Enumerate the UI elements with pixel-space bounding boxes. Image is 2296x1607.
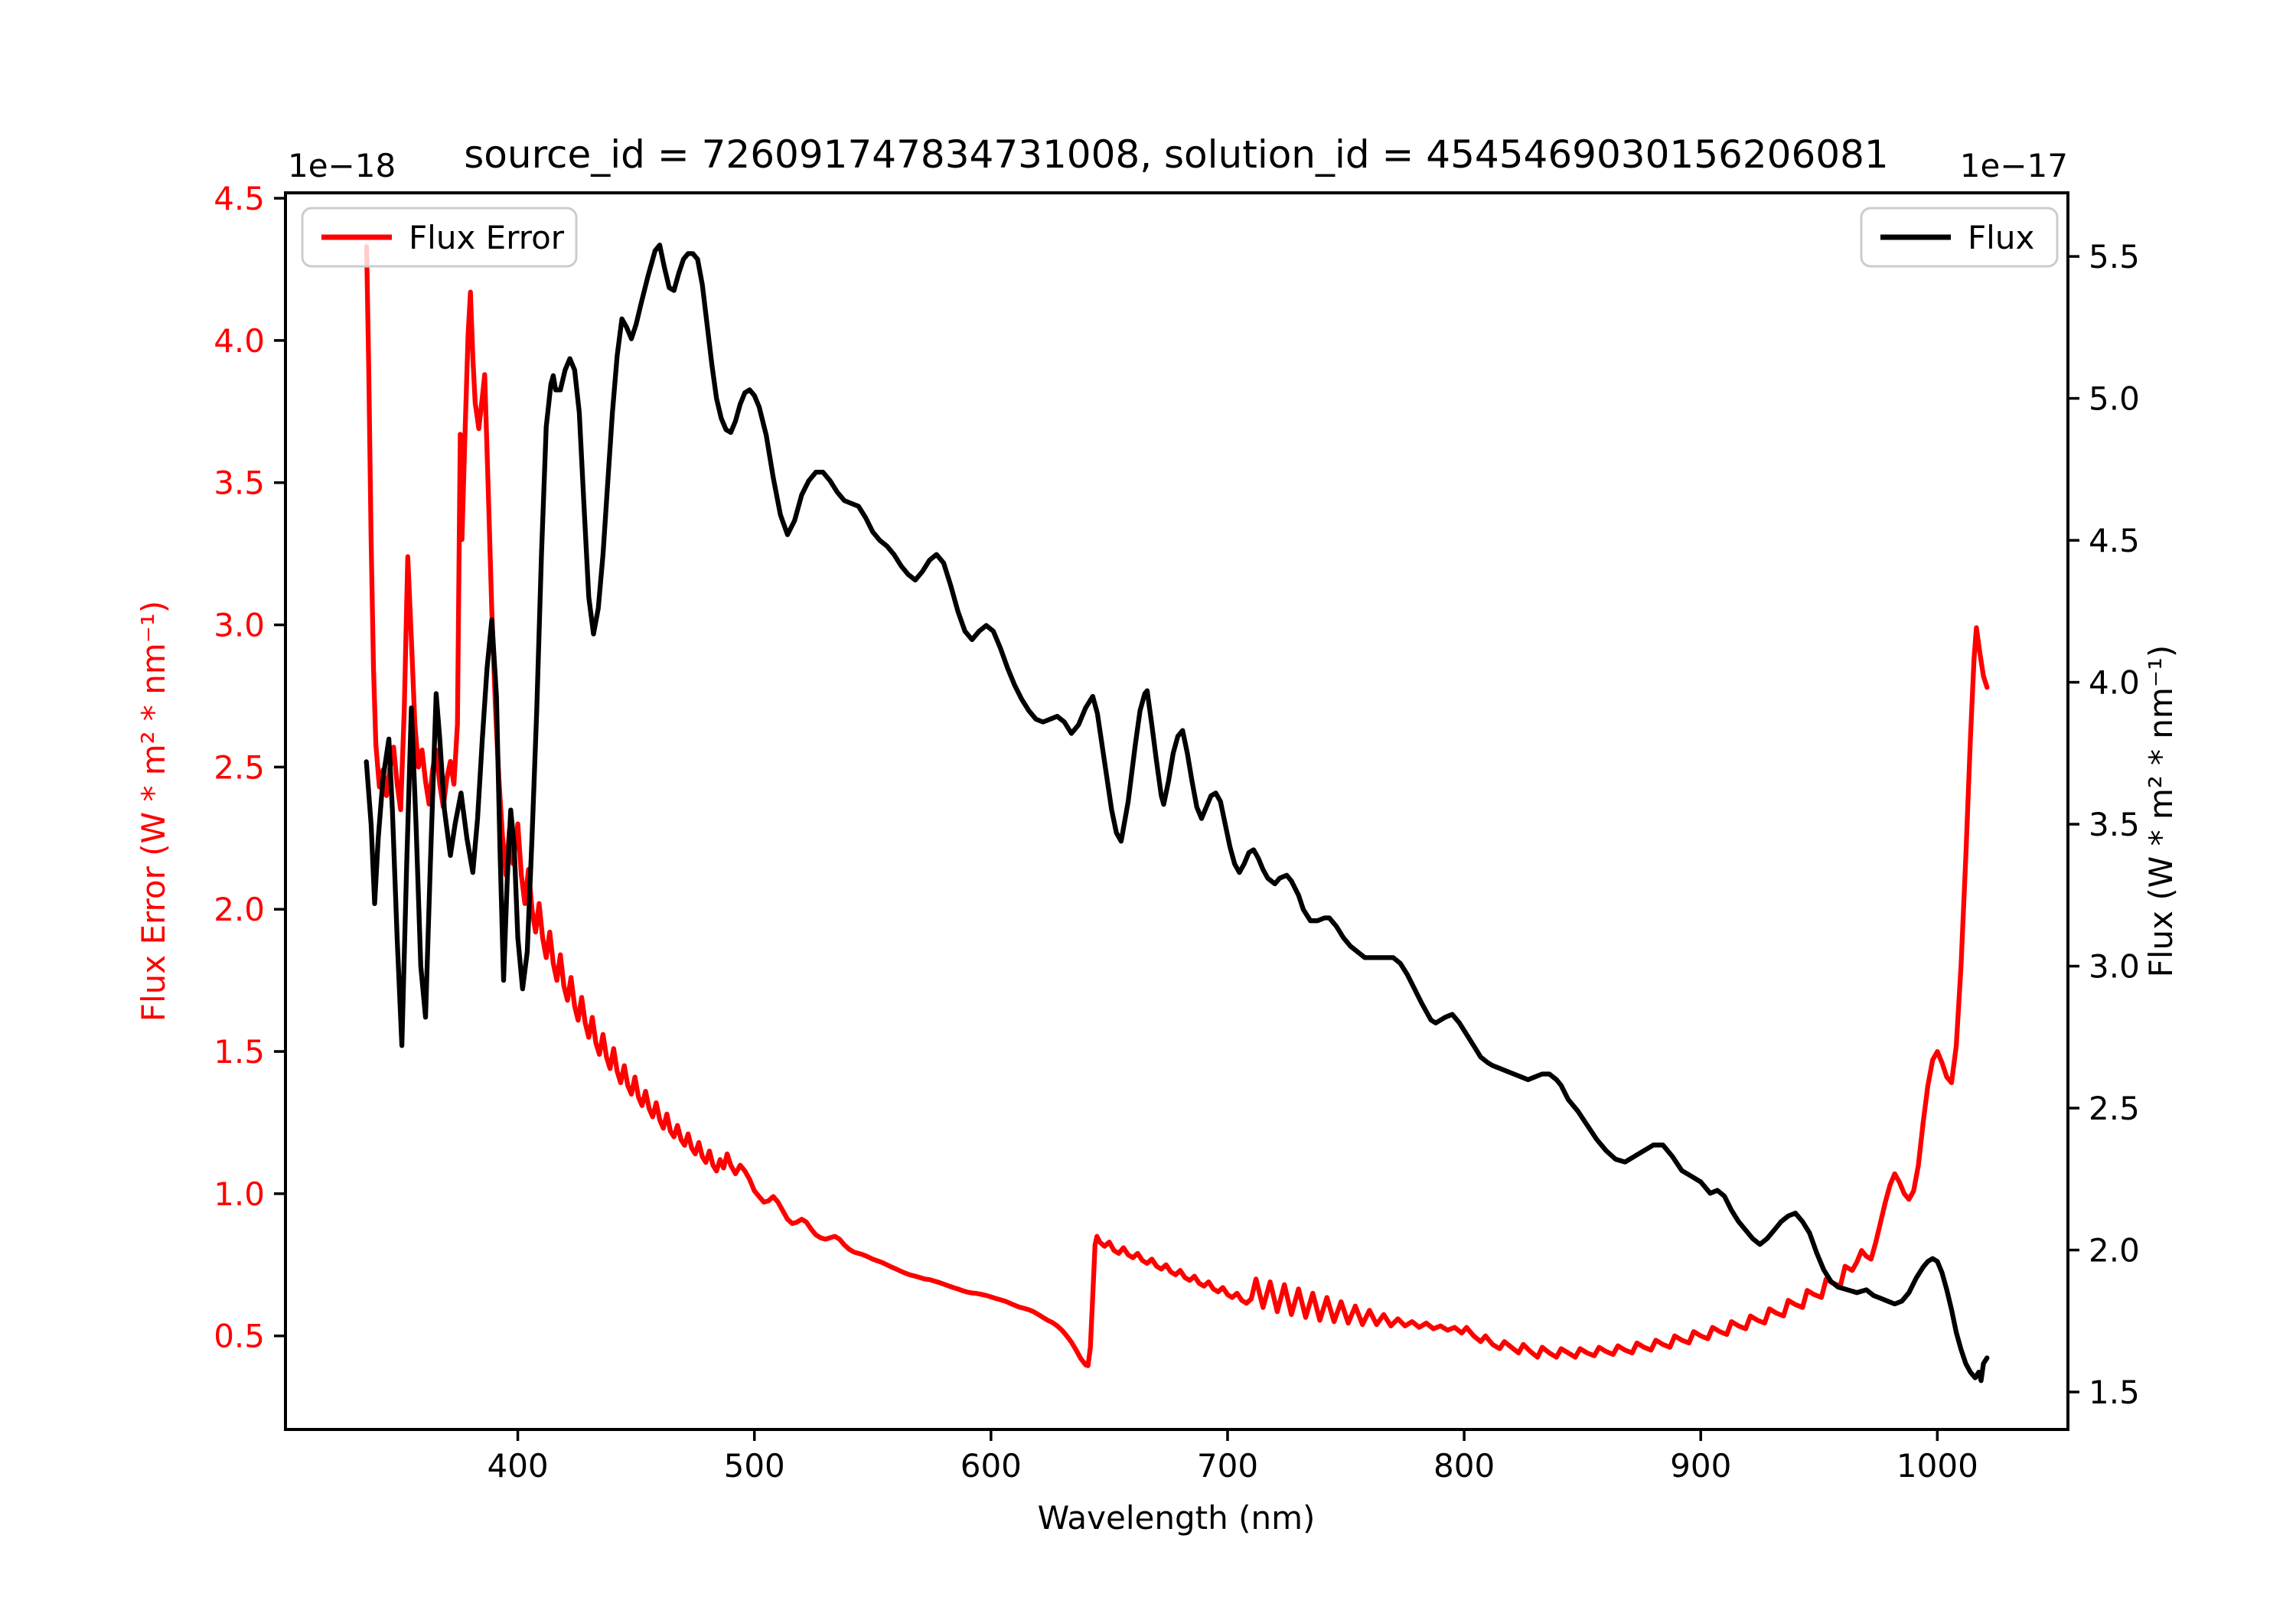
y-right-tick-label: 5.5 xyxy=(2089,238,2140,275)
y-right-tick-label: 5.0 xyxy=(2089,380,2140,418)
x-tick-label: 500 xyxy=(724,1447,785,1485)
y-left-tick-label: 4.5 xyxy=(214,180,265,217)
x-tick-label: 700 xyxy=(1197,1447,1258,1485)
y-right-tick-label: 4.5 xyxy=(2089,522,2140,559)
legend-flux: Flux xyxy=(1860,207,2059,268)
y-left-offset-text: 1e−18 xyxy=(288,147,396,184)
y-left-tick-label: 2.5 xyxy=(214,748,265,786)
legend-label-flux-error: Flux Error xyxy=(409,219,565,256)
x-tick-label: 600 xyxy=(960,1447,1022,1485)
axes-frame xyxy=(284,191,2069,1431)
y-left-tick-label: 1.5 xyxy=(214,1033,265,1071)
y-right-tick-label: 3.0 xyxy=(2089,948,2140,986)
legend-box xyxy=(1860,207,2059,268)
y-right-tick-label: 3.5 xyxy=(2089,806,2140,843)
y-right-tick-label: 4.0 xyxy=(2089,664,2140,702)
x-tick-label: 900 xyxy=(1670,1447,1731,1485)
x-axis-label: Wavelength (nm) xyxy=(1038,1499,1316,1537)
y-left-tick-label: 3.0 xyxy=(214,607,265,644)
y-left-tick-label: 1.0 xyxy=(214,1175,265,1213)
y-axis-label-right: Flux (W * m² * nm⁻¹) xyxy=(2142,645,2180,978)
x-tick-label: 1000 xyxy=(1896,1447,1978,1485)
y-left-tick-label: 4.0 xyxy=(214,322,265,360)
legend-flux-error: Flux Error xyxy=(301,207,578,268)
y-right-offset-text: 1e−17 xyxy=(1960,147,2068,184)
plot-area xyxy=(285,193,2068,1429)
x-tick-label: 400 xyxy=(487,1447,548,1485)
y-left-tick-label: 2.0 xyxy=(214,891,265,928)
y-axis-label-left: Flux Error (W * m² * nm⁻¹) xyxy=(135,601,172,1022)
y-right-tick-label: 1.5 xyxy=(2089,1374,2140,1411)
y-axis-left-ticks: 0.5 1.0 1.5 2.0 2.5 3.0 3.5 4.0 4.5 xyxy=(214,180,285,1355)
y-axis-right-ticks: 1.5 2.0 2.5 3.0 3.5 4.0 4.5 5.0 5.5 xyxy=(2068,238,2140,1411)
legend-box xyxy=(301,207,578,268)
series-line-flux-error xyxy=(364,244,1990,1368)
y-left-tick-label: 0.5 xyxy=(214,1318,265,1355)
curves-layer xyxy=(364,243,1990,1384)
x-tick-label: 800 xyxy=(1433,1447,1495,1485)
x-axis-ticks: 400 500 600 700 800 900 1000 xyxy=(487,1429,1978,1485)
y-right-tick-label: 2.5 xyxy=(2089,1090,2140,1127)
y-right-tick-label: 2.0 xyxy=(2089,1232,2140,1270)
y-left-tick-label: 3.5 xyxy=(214,464,265,502)
series-line-flux xyxy=(364,243,1990,1384)
chart-title: source_id = 726091747834731008, solution… xyxy=(464,132,1888,177)
legend-label-flux: Flux xyxy=(1968,219,2034,256)
